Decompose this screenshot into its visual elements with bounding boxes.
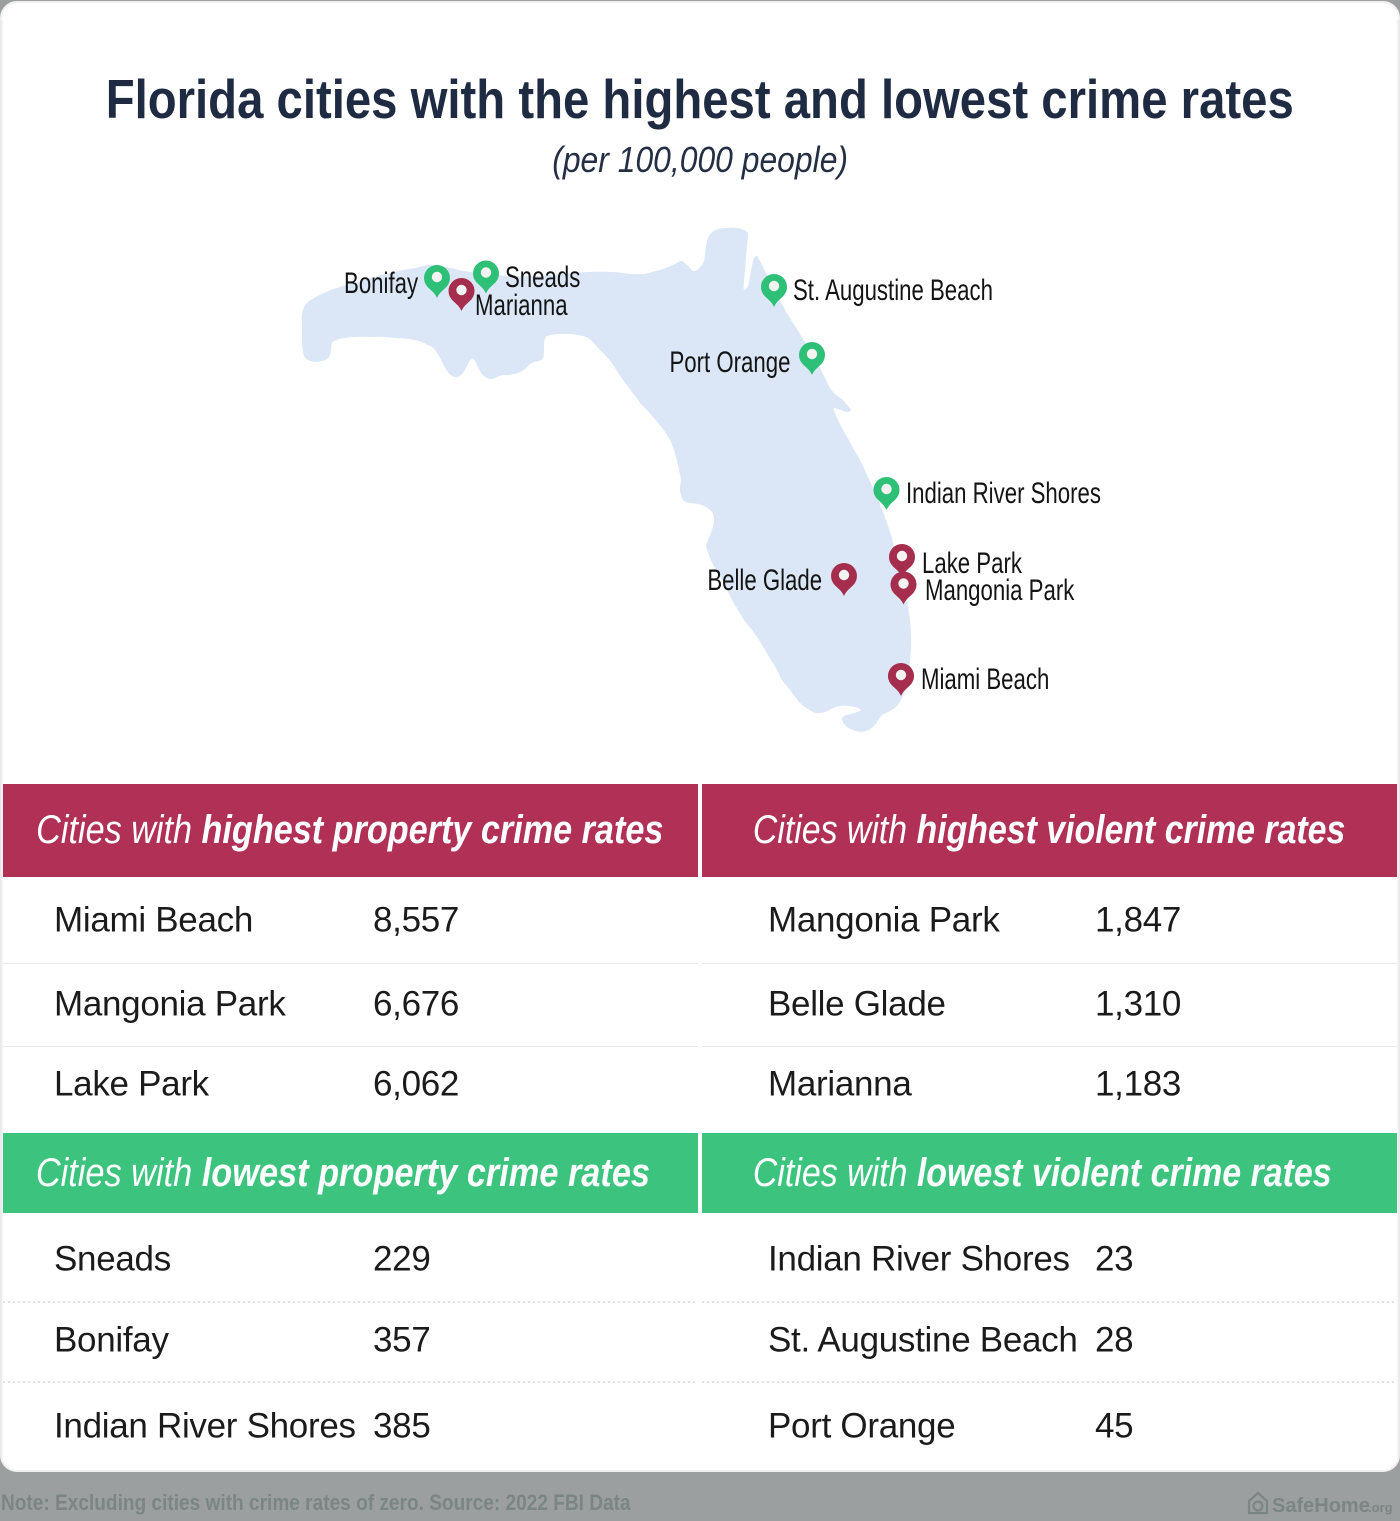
svg-text:.org: .org [1368,1500,1393,1515]
svg-text:SafeHome: SafeHome [1272,1495,1370,1517]
